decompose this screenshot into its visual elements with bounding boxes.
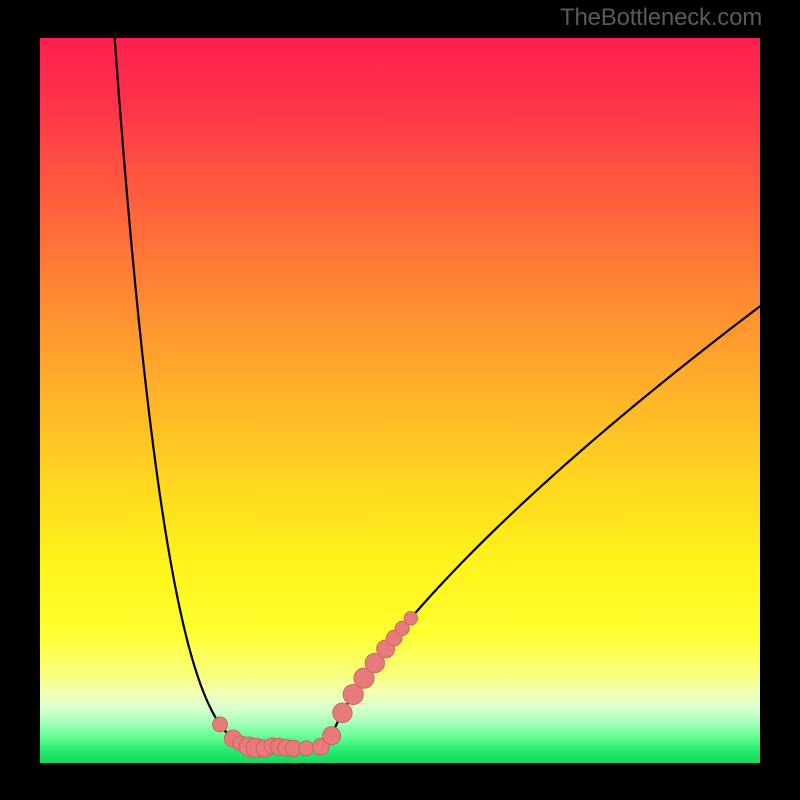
marker-point xyxy=(213,717,228,732)
marker-point xyxy=(354,668,374,688)
markers-group xyxy=(213,612,418,758)
marker-point xyxy=(365,653,385,673)
chart-svg xyxy=(40,38,760,763)
marker-point xyxy=(285,740,302,757)
marker-point xyxy=(224,730,241,747)
marker-point xyxy=(299,741,314,756)
marker-point xyxy=(264,738,280,754)
marker-point xyxy=(386,630,402,646)
marker-point xyxy=(246,738,266,758)
marker-point xyxy=(256,740,273,757)
watermark-text: TheBottleneck.com xyxy=(560,4,762,32)
marker-point xyxy=(333,703,353,723)
marker-point xyxy=(377,640,395,658)
plot-area xyxy=(40,38,760,763)
marker-point xyxy=(323,727,341,745)
marker-point xyxy=(239,737,258,757)
bottleneck-curve xyxy=(112,38,760,749)
marker-point xyxy=(278,740,295,757)
marker-point xyxy=(404,612,418,626)
marker-point xyxy=(395,621,409,635)
marker-point xyxy=(343,684,363,704)
marker-point xyxy=(233,736,248,751)
marker-point xyxy=(270,738,287,755)
marker-point xyxy=(313,738,330,755)
